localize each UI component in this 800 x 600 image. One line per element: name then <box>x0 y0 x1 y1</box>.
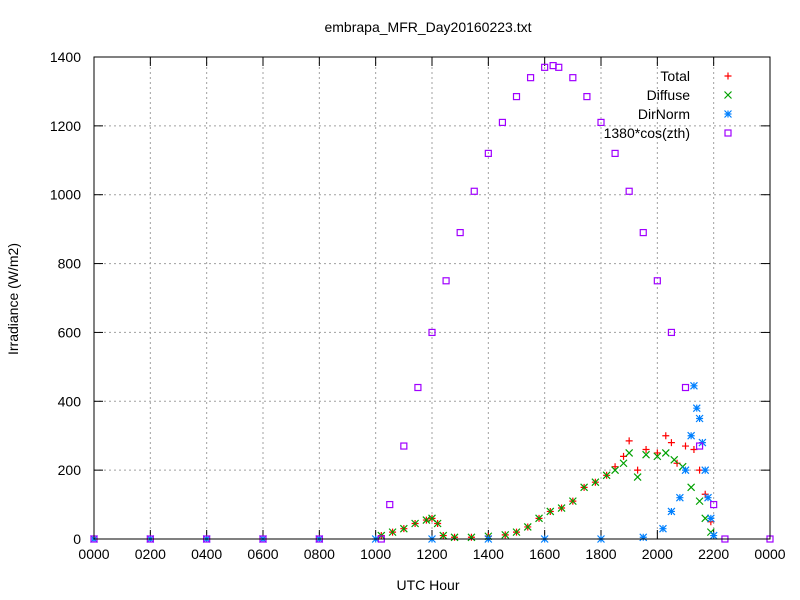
y-tick-label: 0 <box>73 531 81 547</box>
x-tick-label: 1000 <box>360 546 391 562</box>
data-point <box>401 443 407 449</box>
y-tick-label: 200 <box>58 462 82 478</box>
data-point <box>654 449 661 456</box>
x-tick-label: 0000 <box>754 546 785 562</box>
x-tick-label: 1400 <box>473 546 504 562</box>
y-tick-label: 600 <box>58 324 82 340</box>
chart: embrapa_MFR_Day20160223.txt 020040060080… <box>0 0 800 600</box>
chart-title: embrapa_MFR_Day20160223.txt <box>324 19 531 35</box>
y-tick-label: 1200 <box>50 118 81 134</box>
data-point <box>626 188 632 194</box>
x-tick-label: 2000 <box>642 546 673 562</box>
data-point <box>707 515 714 522</box>
data-point <box>690 382 697 389</box>
data-point <box>682 467 689 474</box>
data-point <box>683 385 689 391</box>
legend-marker <box>725 111 732 118</box>
data-point <box>702 467 709 474</box>
legend-marker <box>725 130 731 136</box>
data-point <box>387 502 393 508</box>
data-point <box>584 94 590 100</box>
data-point <box>443 278 449 284</box>
data-point <box>528 75 534 81</box>
data-point <box>668 439 675 446</box>
data-point <box>626 437 633 444</box>
data-point <box>612 150 618 156</box>
data-point <box>693 405 700 412</box>
data-point <box>457 230 463 236</box>
legend-label: Total <box>660 68 690 84</box>
data-point <box>499 119 505 125</box>
x-tick-label: 1200 <box>416 546 447 562</box>
y-tick-label: 400 <box>58 393 82 409</box>
data-point <box>682 443 689 450</box>
series-0 <box>378 432 715 541</box>
data-point <box>659 525 666 532</box>
data-point <box>640 534 647 541</box>
data-point <box>676 494 683 501</box>
legend-label: 1380*cos(zth) <box>604 125 690 141</box>
data-point <box>514 94 520 100</box>
data-point <box>612 463 619 470</box>
legend-marker <box>725 92 732 99</box>
data-point <box>696 415 703 422</box>
legend: Total Diffuse DirNorm 1380*cos(zth) <box>604 68 732 141</box>
y-tick-label: 1400 <box>50 49 81 65</box>
data-point <box>634 474 641 481</box>
data-point <box>696 498 703 505</box>
data-point <box>662 449 669 456</box>
x-tick-label: 0400 <box>191 546 222 562</box>
data-point <box>570 75 576 81</box>
data-point <box>688 484 695 491</box>
x-tick-label: 0800 <box>304 546 335 562</box>
data-point <box>415 385 421 391</box>
x-tick-label: 0200 <box>135 546 166 562</box>
x-tick-label: 1600 <box>529 546 560 562</box>
y-tick-label: 1000 <box>50 187 81 203</box>
x-tick-label: 2200 <box>698 546 729 562</box>
y-tick-label: 800 <box>58 256 82 272</box>
data-point <box>710 532 717 539</box>
data-point <box>626 449 633 456</box>
x-axis-label: UTC Hour <box>396 577 459 593</box>
data-point <box>634 467 641 474</box>
data-point <box>705 494 712 501</box>
data-point <box>688 432 695 439</box>
data-point <box>662 432 669 439</box>
y-axis-label: Irradiance (W/m2) <box>5 243 21 355</box>
x-tick-label: 0600 <box>247 546 278 562</box>
data-point <box>620 460 627 467</box>
legend-label: DirNorm <box>638 106 690 122</box>
x-tick-label: 1800 <box>585 546 616 562</box>
x-tick-label: 0000 <box>78 546 109 562</box>
data-point <box>471 188 477 194</box>
y-axis-ticks: 0 200 400 600 800 1000 1200 1400 <box>50 49 770 547</box>
legend-marker <box>725 73 732 80</box>
data-point <box>640 230 646 236</box>
legend-label: Diffuse <box>647 87 691 103</box>
data-point <box>668 508 675 515</box>
